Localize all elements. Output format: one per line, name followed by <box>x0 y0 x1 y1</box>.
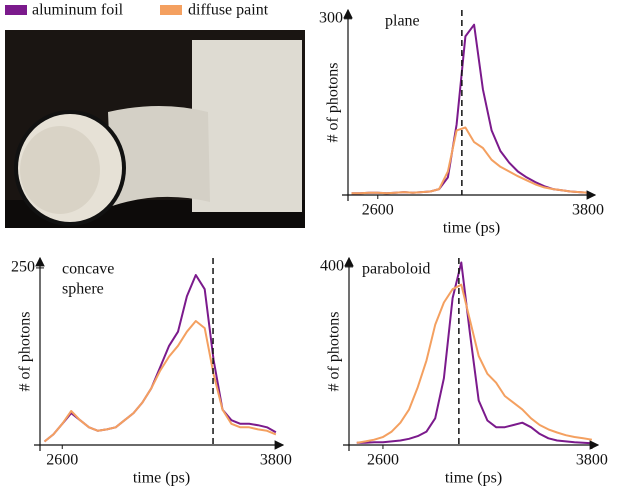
y-tick-label: 300 <box>319 9 343 26</box>
photo <box>5 30 305 228</box>
y-axis-label: # of photons <box>326 312 343 392</box>
x-tick-label: 3800 <box>260 452 292 469</box>
x-axis-label: time (ps) <box>443 220 500 237</box>
y-tick-label: 250 <box>11 259 35 276</box>
x-tick-label: 3800 <box>572 202 604 219</box>
data-line <box>356 283 593 444</box>
legend-label: aluminum foil <box>32 2 124 19</box>
legend-swatch <box>160 5 182 15</box>
annotation: paraboloid <box>362 261 430 278</box>
annotation: concave <box>62 261 114 278</box>
x-tick-label: 2600 <box>362 202 394 219</box>
legend-label: diffuse paint <box>188 2 269 19</box>
y-axis-label: # of photons <box>17 312 34 392</box>
x-tick-label: 3800 <box>576 452 608 469</box>
legend-swatch <box>5 5 27 15</box>
x-axis-label: time (ps) <box>445 470 502 486</box>
x-tick-label: 2600 <box>46 452 78 469</box>
annotation: plane <box>385 13 420 30</box>
y-axis-label: # of photons <box>325 63 342 143</box>
annotation: sphere <box>62 281 104 298</box>
data-line <box>43 320 277 443</box>
x-tick-label: 2600 <box>367 452 399 469</box>
y-tick-label: 400 <box>320 258 344 275</box>
data-line <box>351 23 589 195</box>
data-line <box>351 126 589 195</box>
x-axis-label: time (ps) <box>133 470 190 486</box>
data-line <box>43 274 277 443</box>
data-line <box>356 261 592 445</box>
